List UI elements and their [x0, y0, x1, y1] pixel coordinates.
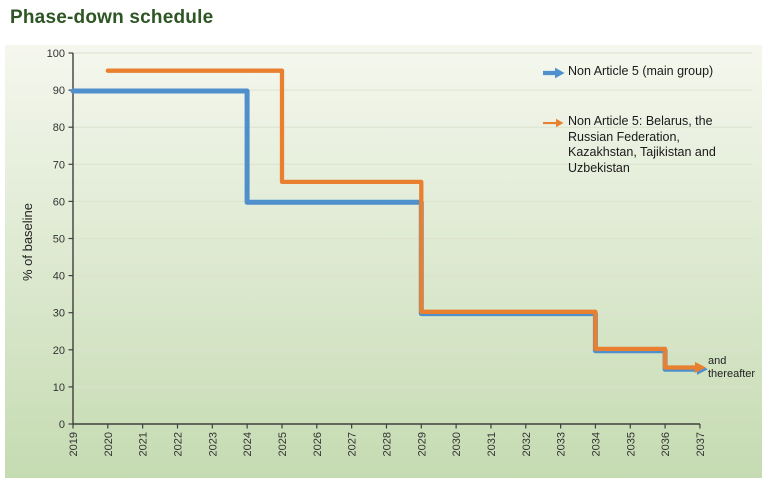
y-tick-label: 50 [53, 234, 65, 246]
series-line-1 [105, 68, 698, 370]
x-tick-label: 2022 [172, 432, 184, 456]
y-tick-label: 60 [53, 196, 65, 208]
x-tick-label: 2034 [590, 432, 602, 456]
x-tick-label: 2029 [416, 432, 428, 456]
y-tick-label: 40 [53, 271, 65, 283]
y-tick-label: 70 [53, 159, 65, 171]
page-title: Phase-down schedule [10, 7, 214, 28]
x-tick-label: 2035 [625, 432, 637, 456]
y-tick-label: 20 [53, 345, 65, 357]
legend-item-non-article5-main: Non Article 5 (main group) [543, 64, 733, 84]
x-tick-label: 2036 [660, 432, 672, 456]
x-tick-label: 2032 [521, 432, 533, 456]
x-tick-label: 2027 [347, 432, 359, 456]
x-tick-label: 2030 [451, 432, 463, 456]
annotation-and-thereafter: thereafter [708, 368, 755, 380]
y-tick-label: 80 [53, 122, 65, 134]
x-tick-label: 2021 [138, 432, 150, 456]
blue-arrow-icon [543, 66, 565, 84]
x-tick-label: 2031 [486, 432, 498, 456]
legend-label-non-article5-main: Non Article 5 (main group) [568, 64, 714, 78]
annotation-and-thereafter: and [708, 355, 726, 367]
series-arrowhead-1 [694, 361, 706, 374]
legend-item-non-article5-eeca: Non Article 5: Belarus, the Russian Fede… [543, 114, 733, 177]
chart-legend: Non Article 5 (main group) Non Article 5… [543, 64, 733, 177]
y-tick-label: 90 [53, 85, 65, 97]
x-tick-label: 2025 [277, 432, 289, 456]
y-axis-title: % of baseline [20, 203, 35, 281]
x-tick-label: 2026 [312, 432, 324, 456]
x-tick-label: 2037 [695, 432, 707, 456]
y-tick-label: 30 [53, 308, 65, 320]
orange-arrow-icon [543, 116, 565, 134]
x-tick-label: 2023 [207, 432, 219, 456]
x-tick-label: 2024 [242, 432, 254, 456]
x-tick-label: 2028 [381, 432, 393, 456]
y-tick-label: 100 [47, 48, 65, 60]
x-tick-label: 2019 [68, 432, 80, 456]
x-tick-label: 2020 [103, 432, 115, 456]
chart-panel: 0 10 20 30 40 50 60 70 80 90 100 2019 2020 2021 2022 20… [5, 45, 762, 478]
x-tick-label: 2033 [556, 432, 568, 456]
legend-label-non-article5-eeca: Non Article 5: Belarus, the Russian Fede… [568, 114, 716, 175]
y-tick-label: 0 [59, 419, 65, 431]
y-tick-label: 10 [53, 382, 65, 394]
